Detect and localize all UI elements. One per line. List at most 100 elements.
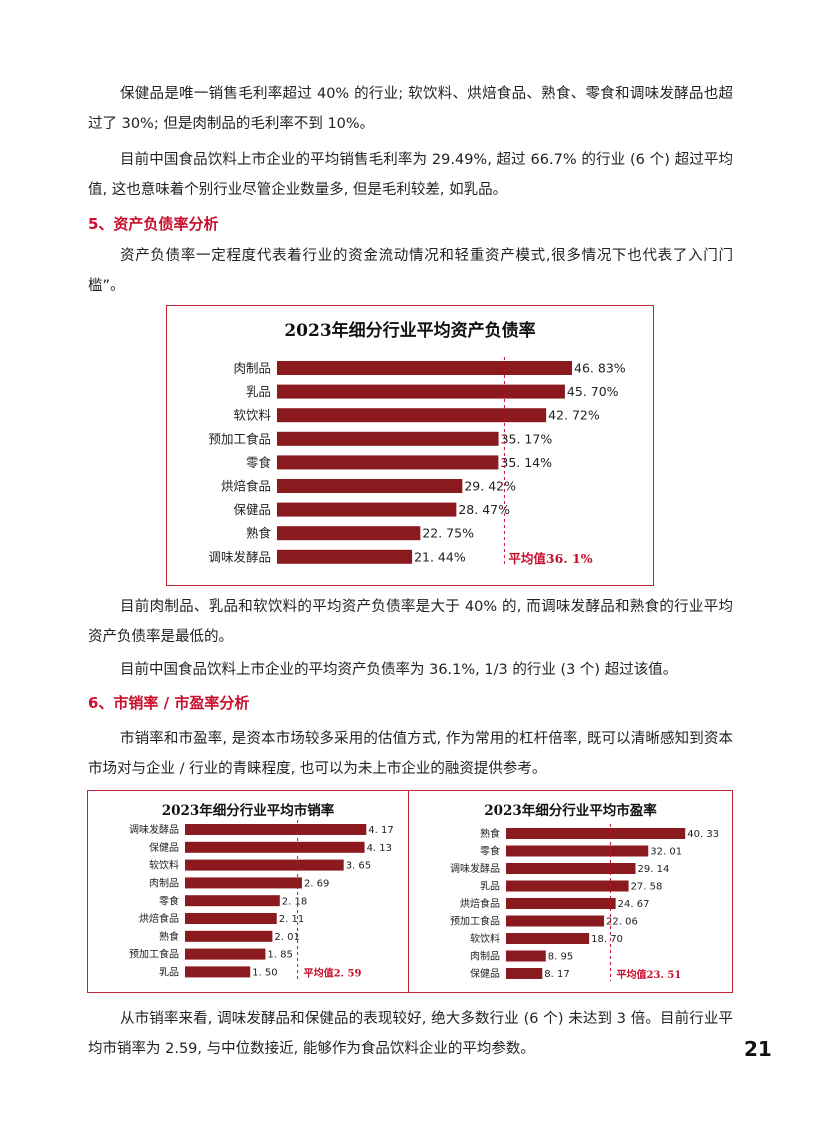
bar xyxy=(277,361,573,375)
value-label: 1. 85 xyxy=(267,950,292,961)
value-label: 42. 72% xyxy=(548,408,600,423)
bar xyxy=(277,455,499,470)
page-number: 21 xyxy=(744,1037,772,1061)
value-label: 2. 69 xyxy=(304,879,329,890)
category-label: 烘焙食品 xyxy=(139,912,179,925)
paragraph-gross-margin-1: 保健品是唯一销售毛利率超过 40% 的行业; 软饮料、烘焙食品、熟食、零食和调味… xyxy=(88,86,733,132)
value-label: 29. 14 xyxy=(638,864,670,875)
value-label: 29. 42% xyxy=(464,479,516,494)
category-label: 零食 xyxy=(159,894,179,907)
paragraph-debt-ratio-average: 目前中国食品饮料上市企业的平均资产负债率为 36.1%, 1/3 的行业 (3 … xyxy=(120,662,678,678)
average-label: 平均值23. 51 xyxy=(616,968,681,981)
bar xyxy=(506,880,629,892)
bar xyxy=(506,863,636,874)
value-label: 3. 65 xyxy=(346,861,371,872)
paragraph-debt-ratio-intro: 资产负债率一定程度代表着行业的资金流动情况和轻重资产模式,很多情况下也代表了入门… xyxy=(88,248,733,294)
bar xyxy=(506,828,686,839)
chart-title: 2023年细分行业平均资产负债率 xyxy=(284,321,536,341)
bar xyxy=(277,408,547,423)
value-label: 22. 06 xyxy=(606,917,638,928)
pe-ratio-chart-svg: 熟食 40. 33 零食 32. 01 调味发酵品 29. 14 乳品 27. 58 烘焙食品 2… xyxy=(450,824,719,981)
bar xyxy=(277,384,565,399)
debt-ratio-chart: 2023年细分行业平均资产负债率 肉制品 46. 83% 乳品 45. 70% 软饮料 4… xyxy=(166,305,654,586)
category-label: 保健品 xyxy=(233,502,271,517)
category-label: 熟食 xyxy=(159,930,179,943)
value-label: 45. 70% xyxy=(567,384,619,399)
category-label: 预加工食品 xyxy=(450,915,500,928)
debt-ratio-chart-svg: 肉制品 46. 83% 乳品 45. 70% 软饮料 42. 72% 预加工食品 35. 17… xyxy=(208,357,626,566)
value-label: 46. 83% xyxy=(574,361,626,376)
value-label: 4. 17 xyxy=(368,825,393,836)
paragraph-debt-ratio-summary: 目前肉制品、乳品和软饮料的平均资产负债率是大于 40% 的, 而调味发酵品和熟食… xyxy=(88,599,733,645)
category-label: 烘焙食品 xyxy=(460,897,500,910)
bar xyxy=(277,431,499,446)
section-heading-debt-ratio: 5、资产负债率分析 xyxy=(88,215,219,233)
value-label: 40. 33 xyxy=(687,829,719,840)
chart-title: 2023年细分行业平均市销率 xyxy=(161,803,335,819)
value-label: 2. 01 xyxy=(274,932,299,943)
value-label: 35. 17% xyxy=(501,431,553,446)
category-label: 乳品 xyxy=(480,880,500,893)
category-label: 肉制品 xyxy=(233,361,271,376)
category-label: 烘焙食品 xyxy=(221,479,271,494)
category-label: 乳品 xyxy=(246,384,271,399)
value-label: 2. 18 xyxy=(282,896,307,907)
ps-ratio-chart: 2023年细分行业平均市销率 调味发酵品 4. 17 保健品 4. 13 软饮料 3. 6… xyxy=(87,790,409,993)
paragraph-ps-summary: 从市销率来看, 调味发酵品和保健品的表现较好, 绝大多数行业 (6 个) 未达到… xyxy=(88,1011,733,1057)
paragraph-gross-margin-2: 目前中国食品饮料上市企业的平均销售毛利率为 29.49%, 超过 66.7% 的… xyxy=(88,152,733,198)
bar xyxy=(185,877,302,889)
bar xyxy=(277,549,413,564)
bar xyxy=(506,950,546,962)
value-label: 32. 01 xyxy=(650,847,682,858)
category-label: 熟食 xyxy=(480,827,500,840)
category-label: 软饮料 xyxy=(233,408,271,423)
category-label: 零食 xyxy=(480,845,500,858)
bar xyxy=(277,502,457,517)
value-label: 24. 67 xyxy=(618,899,650,910)
category-label: 零食 xyxy=(246,455,272,470)
category-label: 调味发酵品 xyxy=(450,862,500,875)
bar xyxy=(185,859,344,871)
value-label: 8. 95 xyxy=(548,952,573,963)
bar xyxy=(277,479,463,493)
category-label: 软饮料 xyxy=(470,932,500,945)
value-label: 28. 47% xyxy=(458,502,510,517)
value-label: 8. 17 xyxy=(544,969,569,980)
category-label: 软饮料 xyxy=(149,859,179,872)
bar xyxy=(185,824,367,835)
section-heading-valuation: 6、市销率 / 市盈率分析 xyxy=(88,694,250,712)
bar xyxy=(185,841,365,853)
value-label: 18. 70 xyxy=(591,934,623,945)
bar xyxy=(506,968,543,979)
bar xyxy=(185,895,280,907)
bar xyxy=(506,915,605,927)
category-label: 调味发酵品 xyxy=(208,549,271,564)
category-label: 预加工食品 xyxy=(129,948,179,961)
category-label: 熟食 xyxy=(246,526,272,541)
bar xyxy=(506,898,616,909)
bar xyxy=(185,966,251,978)
ps-ratio-chart-svg: 调味发酵品 4. 17 保健品 4. 13 软饮料 3. 65 肉制品 2. 69 零食 2. 1… xyxy=(129,820,394,979)
average-label: 平均值2. 59 xyxy=(304,966,362,979)
category-label: 调味发酵品 xyxy=(129,823,179,836)
value-label: 1. 50 xyxy=(252,968,277,979)
bar xyxy=(506,845,649,857)
category-label: 保健品 xyxy=(149,841,179,854)
value-label: 21. 44% xyxy=(414,549,466,564)
bar xyxy=(185,913,277,924)
value-label: 2. 11 xyxy=(279,914,304,925)
paragraph-valuation-intro: 市销率和市盈率, 是资本市场较多采用的估值方式, 作为常用的杠杆倍率, 既可以清… xyxy=(88,731,733,777)
chart-title: 2023年细分行业平均市盈率 xyxy=(484,803,657,819)
category-label: 肉制品 xyxy=(149,877,179,890)
category-label: 乳品 xyxy=(159,966,179,979)
bar xyxy=(277,526,421,541)
category-label: 保健品 xyxy=(470,967,500,980)
category-label: 预加工食品 xyxy=(208,431,271,446)
category-label: 肉制品 xyxy=(470,950,500,963)
value-label: 35. 14% xyxy=(500,455,552,470)
value-label: 4. 13 xyxy=(367,843,392,854)
value-label: 27. 58 xyxy=(631,882,663,893)
value-label: 22. 75% xyxy=(422,526,474,541)
bar xyxy=(185,948,266,960)
pe-ratio-chart: 2023年细分行业平均市盈率 熟食 40. 33 零食 32. 01 调味发酵品 29. … xyxy=(408,790,733,993)
